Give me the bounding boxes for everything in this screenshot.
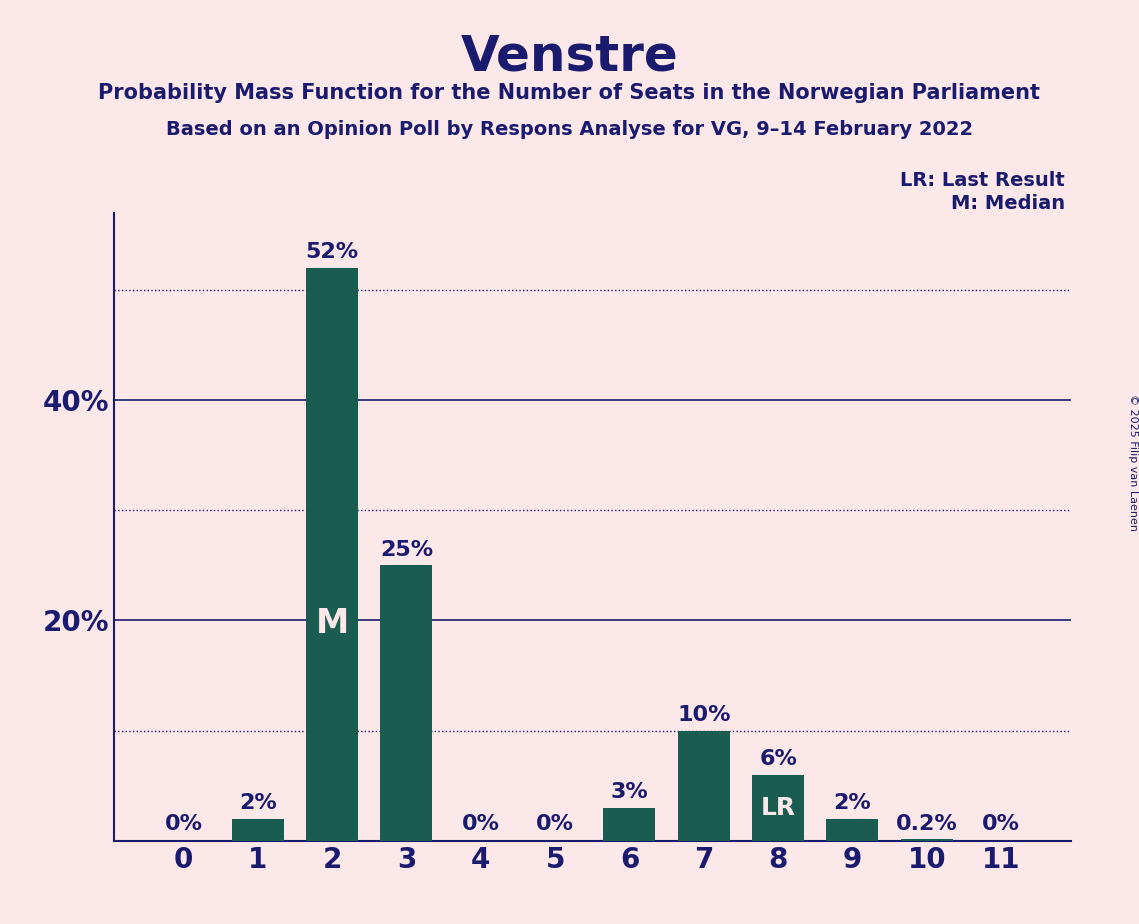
Text: 0%: 0% [982,814,1021,834]
Text: 52%: 52% [305,242,359,262]
Bar [827,819,878,841]
Text: 10%: 10% [677,705,730,725]
Bar [380,565,433,841]
Text: 2%: 2% [834,794,871,813]
Text: 0%: 0% [461,814,500,834]
Bar [604,808,655,841]
Text: © 2025 Filip van Laenen: © 2025 Filip van Laenen [1129,394,1138,530]
Bar [306,268,358,841]
Text: 25%: 25% [380,540,433,560]
Bar [231,819,284,841]
Bar [752,774,804,841]
Text: 2%: 2% [239,794,277,813]
Text: Probability Mass Function for the Number of Seats in the Norwegian Parliament: Probability Mass Function for the Number… [98,83,1041,103]
Bar [678,731,730,841]
Text: LR: LR [761,796,796,820]
Bar [901,839,953,841]
Text: M: Median: M: Median [951,194,1065,213]
Text: LR: Last Result: LR: Last Result [900,171,1065,190]
Text: 0.2%: 0.2% [896,814,958,834]
Text: 0%: 0% [536,814,574,834]
Text: 3%: 3% [611,783,648,802]
Text: Venstre: Venstre [460,32,679,80]
Text: 0%: 0% [164,814,203,834]
Text: 6%: 6% [760,749,797,769]
Text: M: M [316,606,349,639]
Text: Based on an Opinion Poll by Respons Analyse for VG, 9–14 February 2022: Based on an Opinion Poll by Respons Anal… [166,120,973,140]
